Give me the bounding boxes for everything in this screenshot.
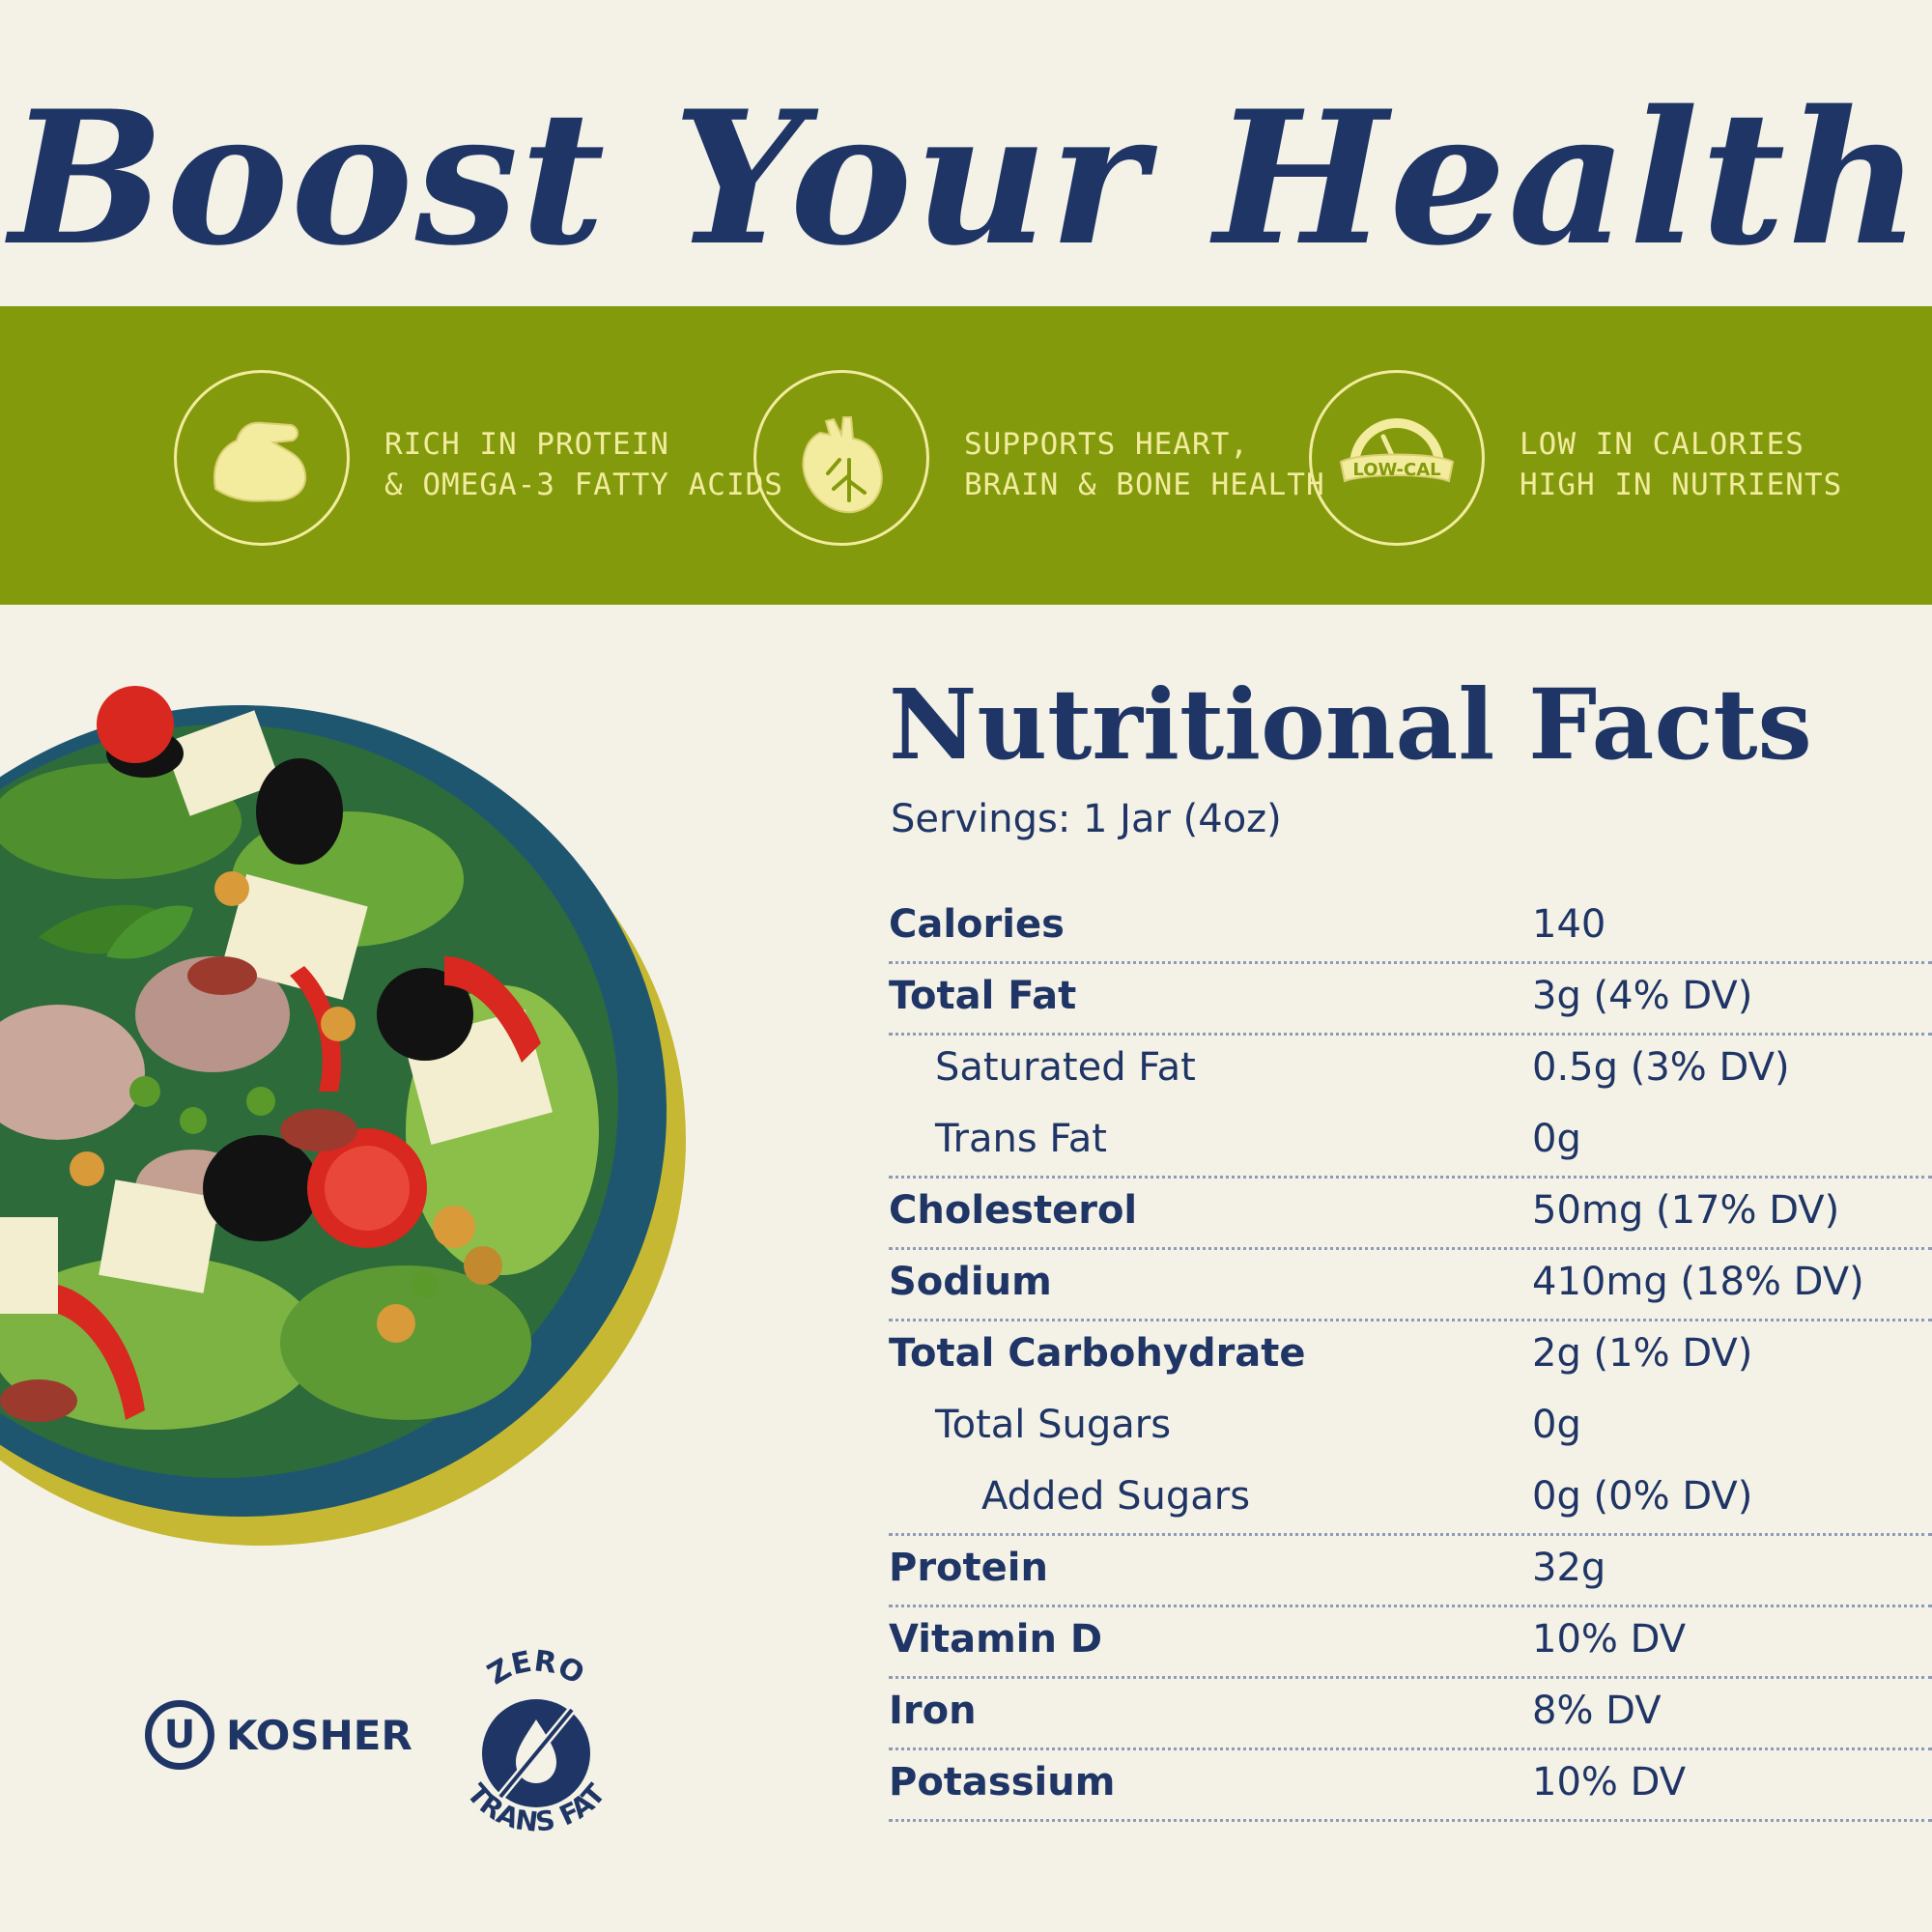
nutrition-value: 10% DV bbox=[1532, 1617, 1687, 1662]
nutrition-label: Total Fat bbox=[889, 974, 1077, 1018]
benefit-lowcal-line1: LOW IN CALORIES bbox=[1520, 427, 1804, 462]
benefit-heart-line2: BRAIN & BONE HEALTH bbox=[964, 468, 1325, 502]
nutrition-label: Added Sugars bbox=[981, 1474, 1251, 1519]
nutrition-label: Trans Fat bbox=[935, 1117, 1107, 1161]
nutrition-row-vitamin-d: Vitamin D 10% DV bbox=[889, 1607, 1932, 1679]
servings-text: Servings: 1 Jar (4oz) bbox=[891, 797, 1282, 841]
headline-title: Boost Your Health bbox=[9, 71, 1923, 286]
flexed-arm-icon bbox=[174, 370, 350, 546]
nutrition-value: 0.5g (3% DV) bbox=[1532, 1045, 1790, 1090]
nutrition-label: Calories bbox=[889, 902, 1065, 947]
nutrition-label: Cholesterol bbox=[889, 1188, 1138, 1233]
nutrition-label: Total Carbohydrate bbox=[889, 1331, 1306, 1376]
nutrition-value: 0g bbox=[1532, 1403, 1581, 1447]
kosher-label: KOSHER bbox=[226, 1712, 412, 1759]
nutrition-row-total-sugars: Total Sugars 0g bbox=[889, 1393, 1932, 1464]
nutrition-label: Vitamin D bbox=[889, 1617, 1103, 1662]
zero-text: ZERO bbox=[482, 1644, 590, 1691]
low-cal-badge-text: LOW-CAL bbox=[1352, 460, 1440, 480]
nutrition-row-cholesterol: Cholesterol 50mg (17% DV) bbox=[889, 1179, 1932, 1250]
nutrition-value: 32g bbox=[1532, 1546, 1606, 1590]
nutrition-title: Nutritional Facts bbox=[889, 668, 1812, 781]
nutrition-row-sodium: Sodium 410mg (18% DV) bbox=[889, 1250, 1932, 1321]
nutrition-value: 0g (0% DV) bbox=[1532, 1474, 1753, 1519]
nutrition-row-potassium: Potassium 10% DV bbox=[889, 1750, 1932, 1822]
nutrition-row-calories: Calories 140 bbox=[889, 893, 1932, 964]
nutrition-table: Calories 140 Total Fat 3g (4% DV) Satura… bbox=[889, 893, 1932, 1822]
benefit-heart-line1: SUPPORTS HEART, bbox=[964, 427, 1249, 462]
nutrition-row-added-sugars: Added Sugars 0g (0% DV) bbox=[889, 1464, 1932, 1536]
nutrition-value: 10% DV bbox=[1532, 1760, 1687, 1804]
kosher-symbol-icon: U bbox=[145, 1700, 214, 1770]
nutrition-label: Total Sugars bbox=[935, 1403, 1172, 1447]
nutrition-row-total-carbohydrate: Total Carbohydrate 2g (1% DV) bbox=[889, 1321, 1932, 1393]
nutrition-row-iron: Iron 8% DV bbox=[889, 1679, 1932, 1750]
nutrition-row-trans-fat: Trans Fat 0g bbox=[889, 1107, 1932, 1179]
zero-trans-fat-badge: ZERO TRANS FAT bbox=[461, 1644, 611, 1838]
nutrition-row-total-fat: Total Fat 3g (4% DV) bbox=[889, 964, 1932, 1036]
nutrition-value: 140 bbox=[1532, 902, 1606, 947]
nutrition-label: Potassium bbox=[889, 1760, 1116, 1804]
nutrition-row-saturated-fat: Saturated Fat 0.5g (3% DV) bbox=[889, 1036, 1932, 1107]
nutrition-label: Iron bbox=[889, 1689, 977, 1733]
nutrition-value: 8% DV bbox=[1532, 1689, 1662, 1733]
nutrition-value: 2g (1% DV) bbox=[1532, 1331, 1753, 1376]
low-cal-gauge-icon: LOW-CAL bbox=[1309, 370, 1485, 546]
nutrition-row-protein: Protein 32g bbox=[889, 1536, 1932, 1607]
nutrition-value: 50mg (17% DV) bbox=[1532, 1188, 1840, 1233]
heart-organ-icon bbox=[753, 370, 929, 546]
nutrition-label: Protein bbox=[889, 1546, 1048, 1590]
nutrition-label: Saturated Fat bbox=[935, 1045, 1196, 1090]
nutrition-label: Sodium bbox=[889, 1260, 1052, 1304]
benefit-lowcal-line2: HIGH IN NUTRIENTS bbox=[1520, 468, 1843, 502]
benefit-protein-line1: RICH IN PROTEIN bbox=[384, 427, 669, 462]
nutrition-value: 3g (4% DV) bbox=[1532, 974, 1753, 1018]
nutrition-value: 410mg (18% DV) bbox=[1532, 1260, 1864, 1304]
benefit-protein-line2: & OMEGA-3 FATTY ACIDS bbox=[384, 468, 783, 502]
nutrition-value: 0g bbox=[1532, 1117, 1581, 1161]
salad-bowl-image bbox=[0, 686, 686, 1546]
